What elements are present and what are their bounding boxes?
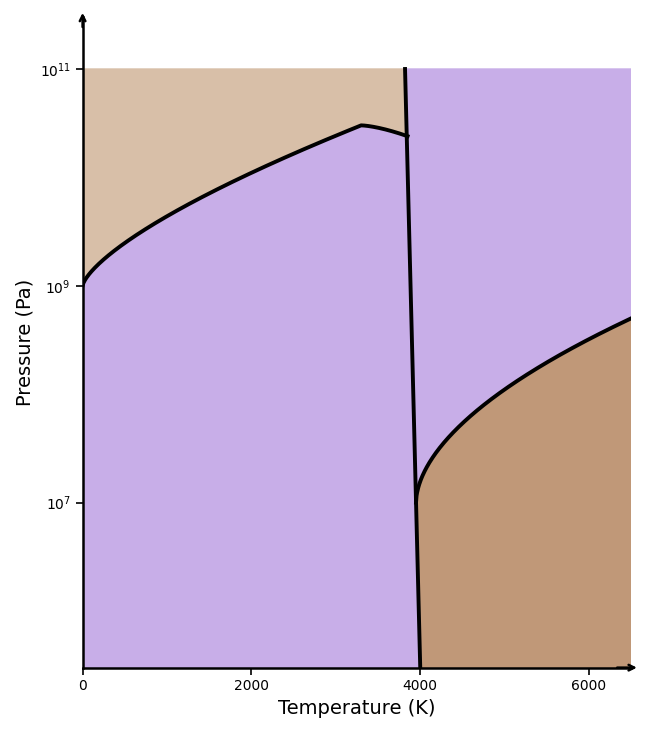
Polygon shape: [416, 318, 631, 668]
Polygon shape: [83, 125, 421, 668]
Y-axis label: Pressure (Pa): Pressure (Pa): [15, 279, 34, 406]
X-axis label: Temperature (K): Temperature (K): [278, 699, 436, 718]
Polygon shape: [405, 69, 631, 668]
Polygon shape: [83, 69, 408, 286]
